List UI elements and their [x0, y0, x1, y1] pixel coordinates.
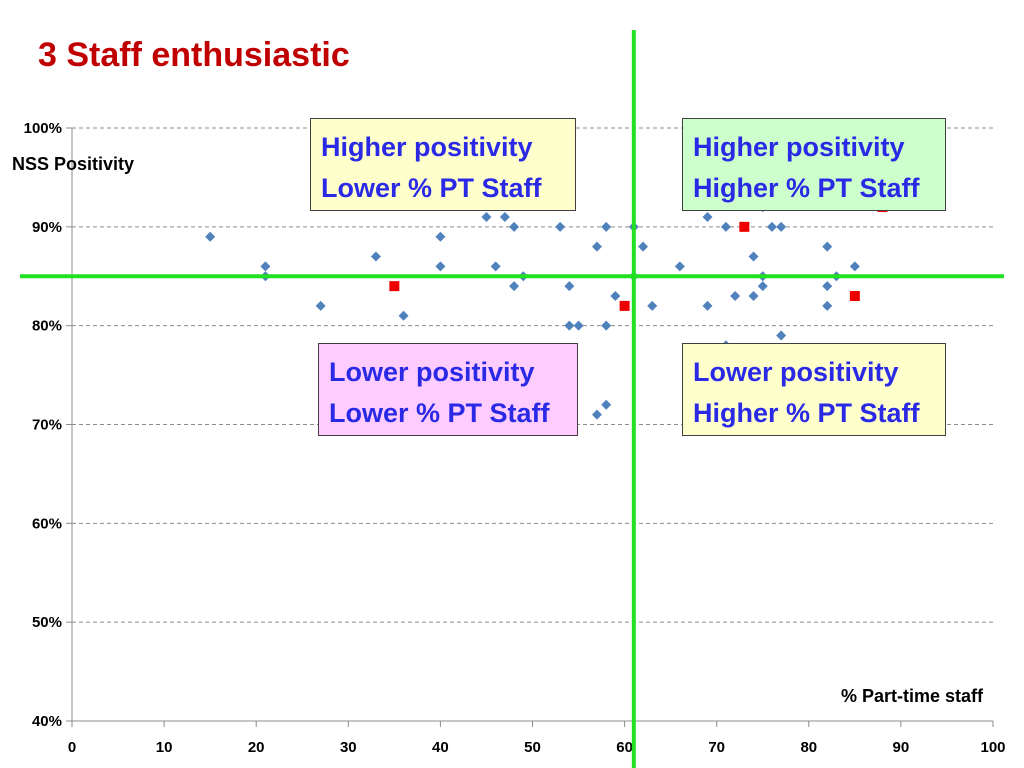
data-point — [849, 261, 860, 272]
data-point — [601, 320, 612, 331]
x-tick-label: 10 — [156, 739, 173, 756]
data-points — [205, 202, 888, 420]
data-point — [205, 231, 216, 242]
y-tick-label: 60% — [32, 515, 62, 532]
data-point — [509, 221, 520, 232]
x-tick-label: 60 — [616, 739, 633, 756]
quadrant-top-right: Higher positivity Higher % PT Staff — [682, 118, 946, 211]
data-point — [564, 281, 575, 292]
data-point — [564, 320, 575, 331]
y-axis-title: NSS Positivity — [12, 154, 134, 174]
data-point-highlight — [389, 281, 400, 292]
data-point-highlight — [619, 300, 630, 311]
data-point — [766, 221, 777, 232]
data-point — [748, 291, 759, 302]
x-tick-label: 70 — [708, 739, 725, 756]
data-point — [481, 211, 492, 222]
data-point — [260, 261, 271, 272]
y-axis-ticks: 40% 50% 60% 70% 80% 90% 100% — [24, 120, 72, 730]
data-point — [748, 251, 759, 262]
y-tick-label: 40% — [32, 713, 62, 730]
x-axis-title: % Part-time staff — [841, 686, 984, 706]
y-tick-label: 90% — [32, 219, 62, 236]
x-tick-label: 20 — [248, 739, 265, 756]
quadrant-top-right-line1: Higher positivity — [693, 132, 905, 162]
data-point — [776, 221, 787, 232]
quadrant-bottom-left-line2: Lower % PT Staff — [329, 398, 550, 428]
data-point-highlight — [739, 221, 750, 232]
data-point — [601, 399, 612, 410]
x-tick-label: 30 — [340, 739, 357, 756]
x-tick-label: 40 — [432, 739, 449, 756]
data-point — [591, 241, 602, 252]
x-tick-label: 100 — [980, 739, 1005, 756]
x-tick-label: 80 — [800, 739, 817, 756]
data-point — [573, 320, 584, 331]
data-point-highlight — [849, 291, 860, 302]
quadrant-top-left-line2: Lower % PT Staff — [321, 173, 542, 203]
data-point — [370, 251, 381, 262]
y-tick-label: 50% — [32, 614, 62, 631]
data-point — [435, 231, 446, 242]
data-point — [490, 261, 501, 272]
quadrant-top-left-line1: Higher positivity — [321, 132, 533, 162]
quadrant-top-left: Higher positivity Lower % PT Staff — [310, 118, 576, 211]
y-tick-label: 70% — [32, 417, 62, 434]
quadrant-bottom-left: Lower positivity Lower % PT Staff — [318, 343, 578, 436]
data-point — [591, 409, 602, 420]
data-point — [674, 261, 685, 272]
data-point — [499, 211, 510, 222]
reference-lines — [20, 30, 1004, 768]
quadrant-bottom-right: Lower positivity Higher % PT Staff — [682, 343, 946, 436]
x-tick-label: 50 — [524, 739, 541, 756]
data-point — [822, 281, 833, 292]
data-point — [730, 291, 741, 302]
x-tick-label: 0 — [68, 739, 76, 756]
quadrant-bottom-right-line1: Lower positivity — [693, 357, 899, 387]
quadrant-bottom-left-line1: Lower positivity — [329, 357, 535, 387]
data-point — [398, 310, 409, 321]
x-tick-label: 90 — [893, 739, 910, 756]
y-tick-label: 80% — [32, 318, 62, 335]
data-point — [610, 291, 621, 302]
data-point — [822, 300, 833, 311]
x-axis-ticks: 0 10 20 30 40 50 60 70 80 90 100 — [68, 721, 1006, 756]
y-tick-label: 100% — [24, 120, 62, 137]
data-point — [757, 281, 768, 292]
data-point — [509, 281, 520, 292]
data-point — [702, 300, 713, 311]
slide-title: 3 Staff enthusiastic — [38, 36, 350, 74]
data-point — [776, 330, 787, 341]
quadrant-top-right-line2: Higher % PT Staff — [693, 173, 920, 203]
data-point — [702, 211, 713, 222]
data-point — [638, 241, 649, 252]
data-point — [720, 221, 731, 232]
data-point — [822, 241, 833, 252]
quadrant-bottom-right-line2: Higher % PT Staff — [693, 398, 920, 428]
data-point — [601, 221, 612, 232]
data-point — [647, 300, 658, 311]
data-point — [435, 261, 446, 272]
data-point — [555, 221, 566, 232]
data-point — [315, 300, 326, 311]
